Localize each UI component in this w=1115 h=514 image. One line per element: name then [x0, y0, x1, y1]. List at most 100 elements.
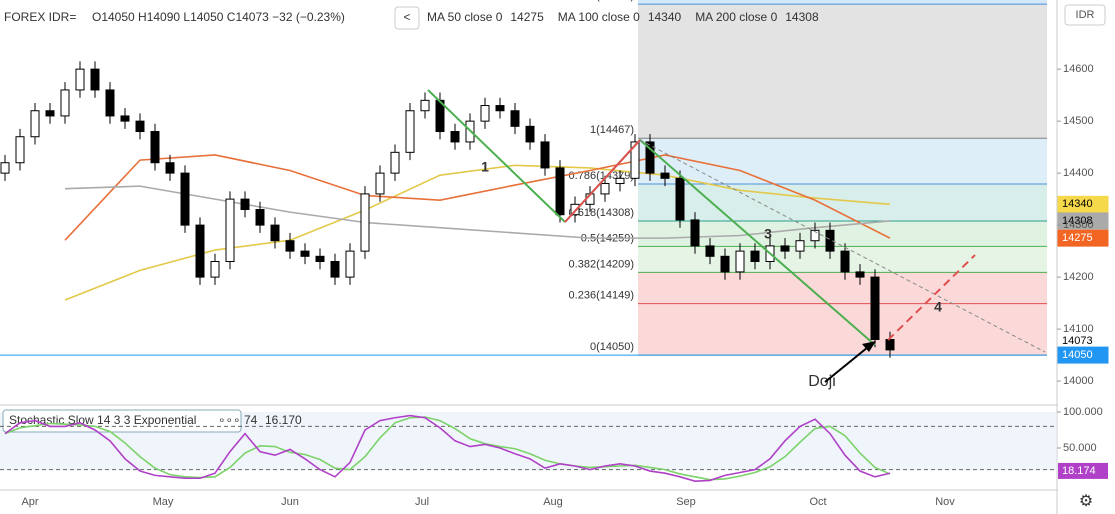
- candle-body: [480, 105, 490, 122]
- stoch-d-text: 16.170: [265, 413, 302, 427]
- candle-body: [315, 255, 325, 263]
- ma-legend-label: MA 50 close 0: [427, 10, 503, 24]
- candle-body: [540, 141, 550, 169]
- price-label: 14050: [1062, 349, 1093, 361]
- fib-label: 1.618(14725): [569, 0, 634, 2]
- candle-body: [240, 198, 250, 211]
- price-label: 14073: [1062, 335, 1093, 347]
- price-label-box: [1057, 346, 1109, 364]
- candle-body: [495, 105, 505, 112]
- ohlc: O14050 H14090 L14050 C14073 −32 (−0.23%): [92, 10, 345, 24]
- fib-zone: [638, 4, 1047, 139]
- price-label: 14308: [1062, 215, 1093, 227]
- price-label-box: [1057, 195, 1109, 213]
- candle-body: [420, 99, 430, 112]
- candle-body: [105, 89, 115, 117]
- indicator-menu[interactable]: ∘∘∘: [218, 413, 241, 427]
- fib-zone: [638, 138, 1047, 185]
- candle-body: [195, 224, 205, 278]
- candle-body: [510, 110, 520, 127]
- candle-body: [75, 68, 85, 91]
- ma-legend-label: MA 100 close 0: [558, 10, 640, 24]
- fib-zone: [638, 0, 1047, 5]
- candle-body: [555, 167, 565, 216]
- candle-body: [90, 68, 100, 91]
- candle-body: [210, 261, 220, 278]
- stoch-tick-label: 100.000: [1063, 406, 1103, 418]
- candle-body: [360, 193, 370, 252]
- x-tick-label: Jun: [281, 496, 299, 508]
- candle-body: [525, 125, 535, 143]
- collapse-button[interactable]: [394, 6, 420, 30]
- currency-label[interactable]: IDR: [1076, 9, 1095, 21]
- y-tick-label: 14300: [1063, 219, 1094, 231]
- y-tick-label: 14000: [1063, 375, 1094, 387]
- candle-body: [570, 203, 580, 216]
- stoch-value: 18.174: [1062, 465, 1096, 477]
- x-tick-label: Apr: [21, 496, 38, 508]
- y-tick-label: 14600: [1063, 63, 1094, 75]
- x-tick-label: Nov: [935, 496, 955, 508]
- candle-body: [615, 177, 625, 185]
- price-label: 14275: [1062, 232, 1093, 244]
- price-label-box: [1057, 229, 1109, 247]
- candle-body: [120, 115, 130, 122]
- candle-body: [645, 141, 655, 174]
- candle-body: [855, 271, 865, 278]
- settings-icon[interactable]: ⚙: [1079, 493, 1093, 510]
- candle-body: [390, 151, 400, 174]
- candle-body: [180, 172, 190, 226]
- candle-body: [810, 229, 820, 242]
- price-label: 14340: [1062, 198, 1093, 210]
- candle-body: [720, 255, 730, 273]
- moving-average: [64, 185, 891, 239]
- candle-body: [405, 110, 415, 153]
- candle-body: [225, 198, 235, 263]
- stoch-tick-label: 50.000: [1063, 442, 1097, 454]
- stoch-value-box: [1058, 462, 1108, 479]
- ma-legend-value: 14340: [648, 10, 682, 24]
- candle-body: [660, 172, 670, 179]
- fib-label: 0.236(14149): [569, 290, 634, 302]
- candle-body: [675, 177, 685, 221]
- annotation: 1: [481, 159, 489, 175]
- candle-body: [345, 250, 355, 278]
- candle-body: [150, 131, 160, 164]
- y-tick-label: 14400: [1063, 167, 1094, 179]
- candle-body: [165, 162, 175, 174]
- candle-body: [705, 245, 715, 257]
- candle-body: [60, 89, 70, 117]
- candle-body: [450, 131, 460, 143]
- ma-legend-value: 14308: [785, 10, 819, 24]
- fib-label: 0.618(14308): [569, 207, 634, 219]
- candle-body: [825, 229, 835, 252]
- x-tick-label: Jul: [415, 496, 429, 508]
- x-tick-label: May: [153, 496, 174, 508]
- candle-body: [630, 141, 640, 179]
- currency-button[interactable]: [1064, 4, 1106, 26]
- x-tick-label: Sep: [676, 496, 696, 508]
- drawings: [427, 89, 1046, 383]
- price-label-box: [1057, 212, 1109, 230]
- candle-body: [750, 250, 760, 263]
- candle-body: [30, 110, 40, 138]
- annotation: 4: [934, 299, 942, 315]
- stoch-line: [4, 414, 891, 482]
- candle-body: [330, 261, 340, 278]
- candle-body: [885, 338, 895, 351]
- x-tick-label: Oct: [809, 496, 826, 508]
- candle-body: [300, 250, 310, 257]
- fib-zone: [638, 303, 1047, 356]
- ma-legend-value: 14275: [510, 10, 544, 24]
- y-tick-label: 14500: [1063, 115, 1094, 127]
- price-label-box: [1058, 333, 1108, 350]
- annotation: 3: [764, 226, 772, 242]
- candle-body: [735, 250, 745, 273]
- fib-label: 0.382(14209): [569, 258, 634, 270]
- y-tick-label: 14200: [1063, 271, 1094, 283]
- candle-body: [600, 183, 610, 195]
- collapse-button-label[interactable]: <: [403, 10, 410, 24]
- y-tick-label: 14100: [1063, 323, 1094, 335]
- annotation: Doji: [808, 373, 836, 390]
